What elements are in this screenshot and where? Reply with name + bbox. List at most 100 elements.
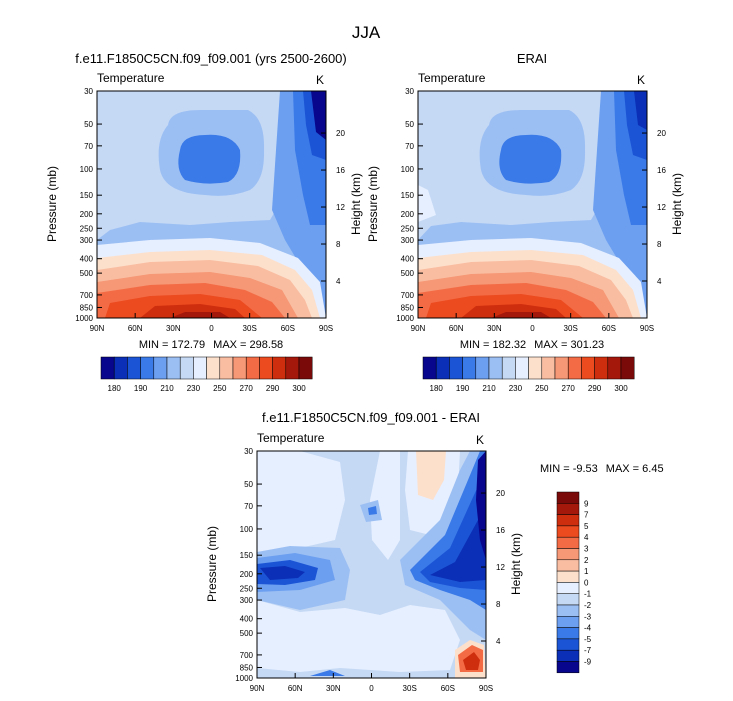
height-tick-label: 4 [657,277,662,286]
height-tick-label: 20 [496,489,505,498]
pressure-tick-label: 300 [240,596,254,605]
lat-tick-label: 0 [530,324,535,333]
height-tick-label: 8 [657,240,662,249]
contour-298 [491,312,551,318]
pressure-tick-label: 150 [80,191,94,200]
colorbar-label: 4 [584,533,589,542]
colorbar-swatch [556,638,580,651]
colorbar-label: -9 [584,658,592,667]
pressure-tick-label: 300 [401,236,415,245]
pressure-tick-label: 100 [80,165,94,174]
contour-m7-west [260,566,305,580]
colorbar-swatch [556,514,580,527]
lat-tick-label: 0 [209,324,214,333]
lat-tick-label: 90N [411,324,426,333]
contour-zero-upper [257,451,345,552]
lat-tick-label: 90S [319,324,333,333]
colorbar-label: 270 [240,384,254,393]
colorbar-swatch [285,356,300,380]
height-tick-label: 4 [496,637,501,646]
pressure-tick-label: 850 [401,303,415,312]
units-label: K [316,73,324,87]
lat-tick-label: 90S [640,324,654,333]
colorbar-label: 3 [584,545,589,554]
pressure-tick-label: 400 [240,615,254,624]
colorbar-label: 190 [134,384,148,393]
panel-title: f.e11.F1850C5CN.f09_f09.001 (yrs 2500-26… [75,51,346,66]
contour-m4-surface [310,670,345,676]
lat-tick-label: 30N [326,684,341,693]
colorbar-swatch [556,536,580,549]
contour-1-top [416,451,446,500]
colorbar-label: 180 [108,384,122,393]
lat-tick-label: 60N [449,324,464,333]
colorbar-swatch [449,356,463,380]
contour-field [418,91,647,318]
colorbar-swatch [206,356,221,380]
colorbar-label: 2 [584,556,589,565]
colorbar-label: 0 [584,578,589,587]
height-tick-label: 8 [336,240,341,249]
colorbar-label: 270 [562,384,576,393]
colorbar-label: 7 [584,511,589,520]
lat-tick-label: 0 [369,684,374,693]
height-tick-label: 20 [336,129,345,138]
pressure-tick-label: 250 [401,224,415,233]
colorbar-swatch [501,356,516,380]
minmax-label: MIN = 182.32 MAX = 301.23 [460,339,604,351]
pressure-tick-label: 200 [240,570,254,579]
pressure-tick-label: 250 [240,584,254,593]
colorbar-swatch [179,356,194,380]
colorbar-swatch [100,356,115,380]
pressure-tick-label: 500 [80,269,94,278]
minmax-label: MIN = 172.79 MAX = 298.58 [139,339,283,351]
colorbar-label: 210 [482,384,496,393]
colorbar-0: 180 190 210 230 250 270 290 300 [100,356,313,393]
colorbar-swatch [113,356,128,380]
colorbar-swatch [556,649,580,662]
colorbar-label: 190 [456,384,470,393]
height-tick-label: 16 [657,166,666,175]
lat-tick-label: 90N [250,684,265,693]
height-tick-label: 4 [336,277,341,286]
colorbar-swatch [435,356,450,380]
lat-tick-label: 60S [602,324,616,333]
colorbar-swatch [607,356,622,380]
lat-tick-label: 30S [403,684,417,693]
colorbar-swatch [556,593,580,606]
ylabel-right: Height (km) [509,533,523,595]
pressure-tick-label: 100 [401,165,415,174]
contour-field [97,91,326,318]
lat-tick-label: 30N [487,324,502,333]
pressure-tick-label: 30 [405,87,414,96]
colorbar-label: 180 [430,384,444,393]
colorbar-swatch [140,356,155,380]
colorbar-label: -4 [584,624,592,633]
pressure-tick-label: 50 [244,480,253,489]
pressure-tick-label: 200 [401,210,415,219]
colorbar-swatch [556,559,580,572]
colorbar-label: 1 [584,567,589,576]
pressure-tick-label: 700 [401,291,415,300]
pressure-tick-label: 150 [401,191,415,200]
colorbar-swatch [620,356,635,380]
contour-m9-east [476,451,486,560]
pressure-tick-label: 850 [240,663,254,672]
ylabel-right: Height (km) [670,173,684,235]
pressure-tick-label: 850 [80,303,94,312]
colorbar-label: 250 [535,384,549,393]
contour-m7-east [430,500,486,582]
lat-tick-label: 60S [441,684,455,693]
contour-zero-lower [257,600,460,672]
colorbar-label: 9 [584,499,589,508]
figure-title: JJA [352,23,381,42]
contour-180 [311,91,326,140]
lat-tick-label: 60N [288,684,303,693]
pressure-tick-label: 70 [405,142,414,151]
colorbar-swatch [541,356,556,380]
contour-190 [178,134,241,184]
colorbar-label: 230 [509,384,523,393]
lat-tick-label: 60S [281,324,295,333]
lat-tick-label: 90S [479,684,493,693]
